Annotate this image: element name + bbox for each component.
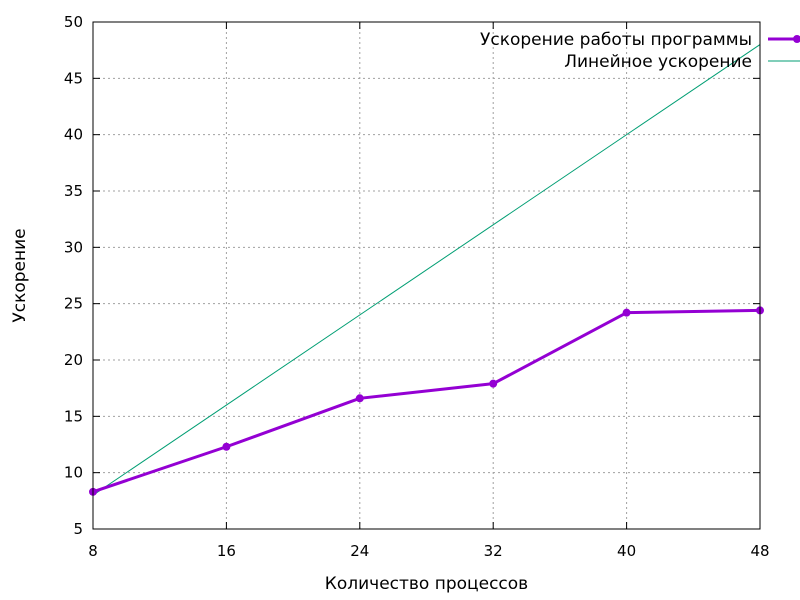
x-tick-label: 16 xyxy=(217,542,236,560)
grid xyxy=(93,22,760,529)
y-tick-label: 20 xyxy=(64,351,83,369)
y-axis-title: Ускорение xyxy=(10,228,30,322)
axis-ticks: 5 10 15 20 25 30 35 40 45 50 8 16 24 32 40 48 xyxy=(64,13,770,560)
legend-marker xyxy=(793,35,800,43)
plot-series xyxy=(89,44,764,496)
series-line-linear-speedup xyxy=(92,44,761,496)
legend-label-program-speedup: Ускорение работы программы xyxy=(480,30,752,50)
data-point xyxy=(489,379,498,388)
series-line-program-speedup xyxy=(92,308,761,494)
y-tick-label: 35 xyxy=(64,182,83,200)
plot-frame xyxy=(92,21,761,530)
data-point xyxy=(622,308,631,317)
y-tick-label: 5 xyxy=(73,520,83,538)
legend-label-linear-speedup: Линейное ускорение xyxy=(564,52,752,72)
x-tick-label: 40 xyxy=(617,542,636,560)
x-tick-label: 24 xyxy=(350,542,369,560)
y-tick-label: 10 xyxy=(64,464,83,482)
y-tick-label: 30 xyxy=(64,238,83,256)
y-tick-label: 50 xyxy=(64,13,83,31)
x-tick-label: 48 xyxy=(750,542,769,560)
data-point xyxy=(222,442,231,451)
x-tick-label: 8 xyxy=(88,542,98,560)
x-axis-title: Количество процессов xyxy=(325,574,528,594)
y-tick-label: 25 xyxy=(64,295,83,313)
x-tick-label: 32 xyxy=(484,542,503,560)
y-tick-label: 45 xyxy=(64,69,83,87)
data-point xyxy=(355,394,364,403)
y-tick-label: 15 xyxy=(64,407,83,425)
y-tick-label: 40 xyxy=(64,126,83,144)
